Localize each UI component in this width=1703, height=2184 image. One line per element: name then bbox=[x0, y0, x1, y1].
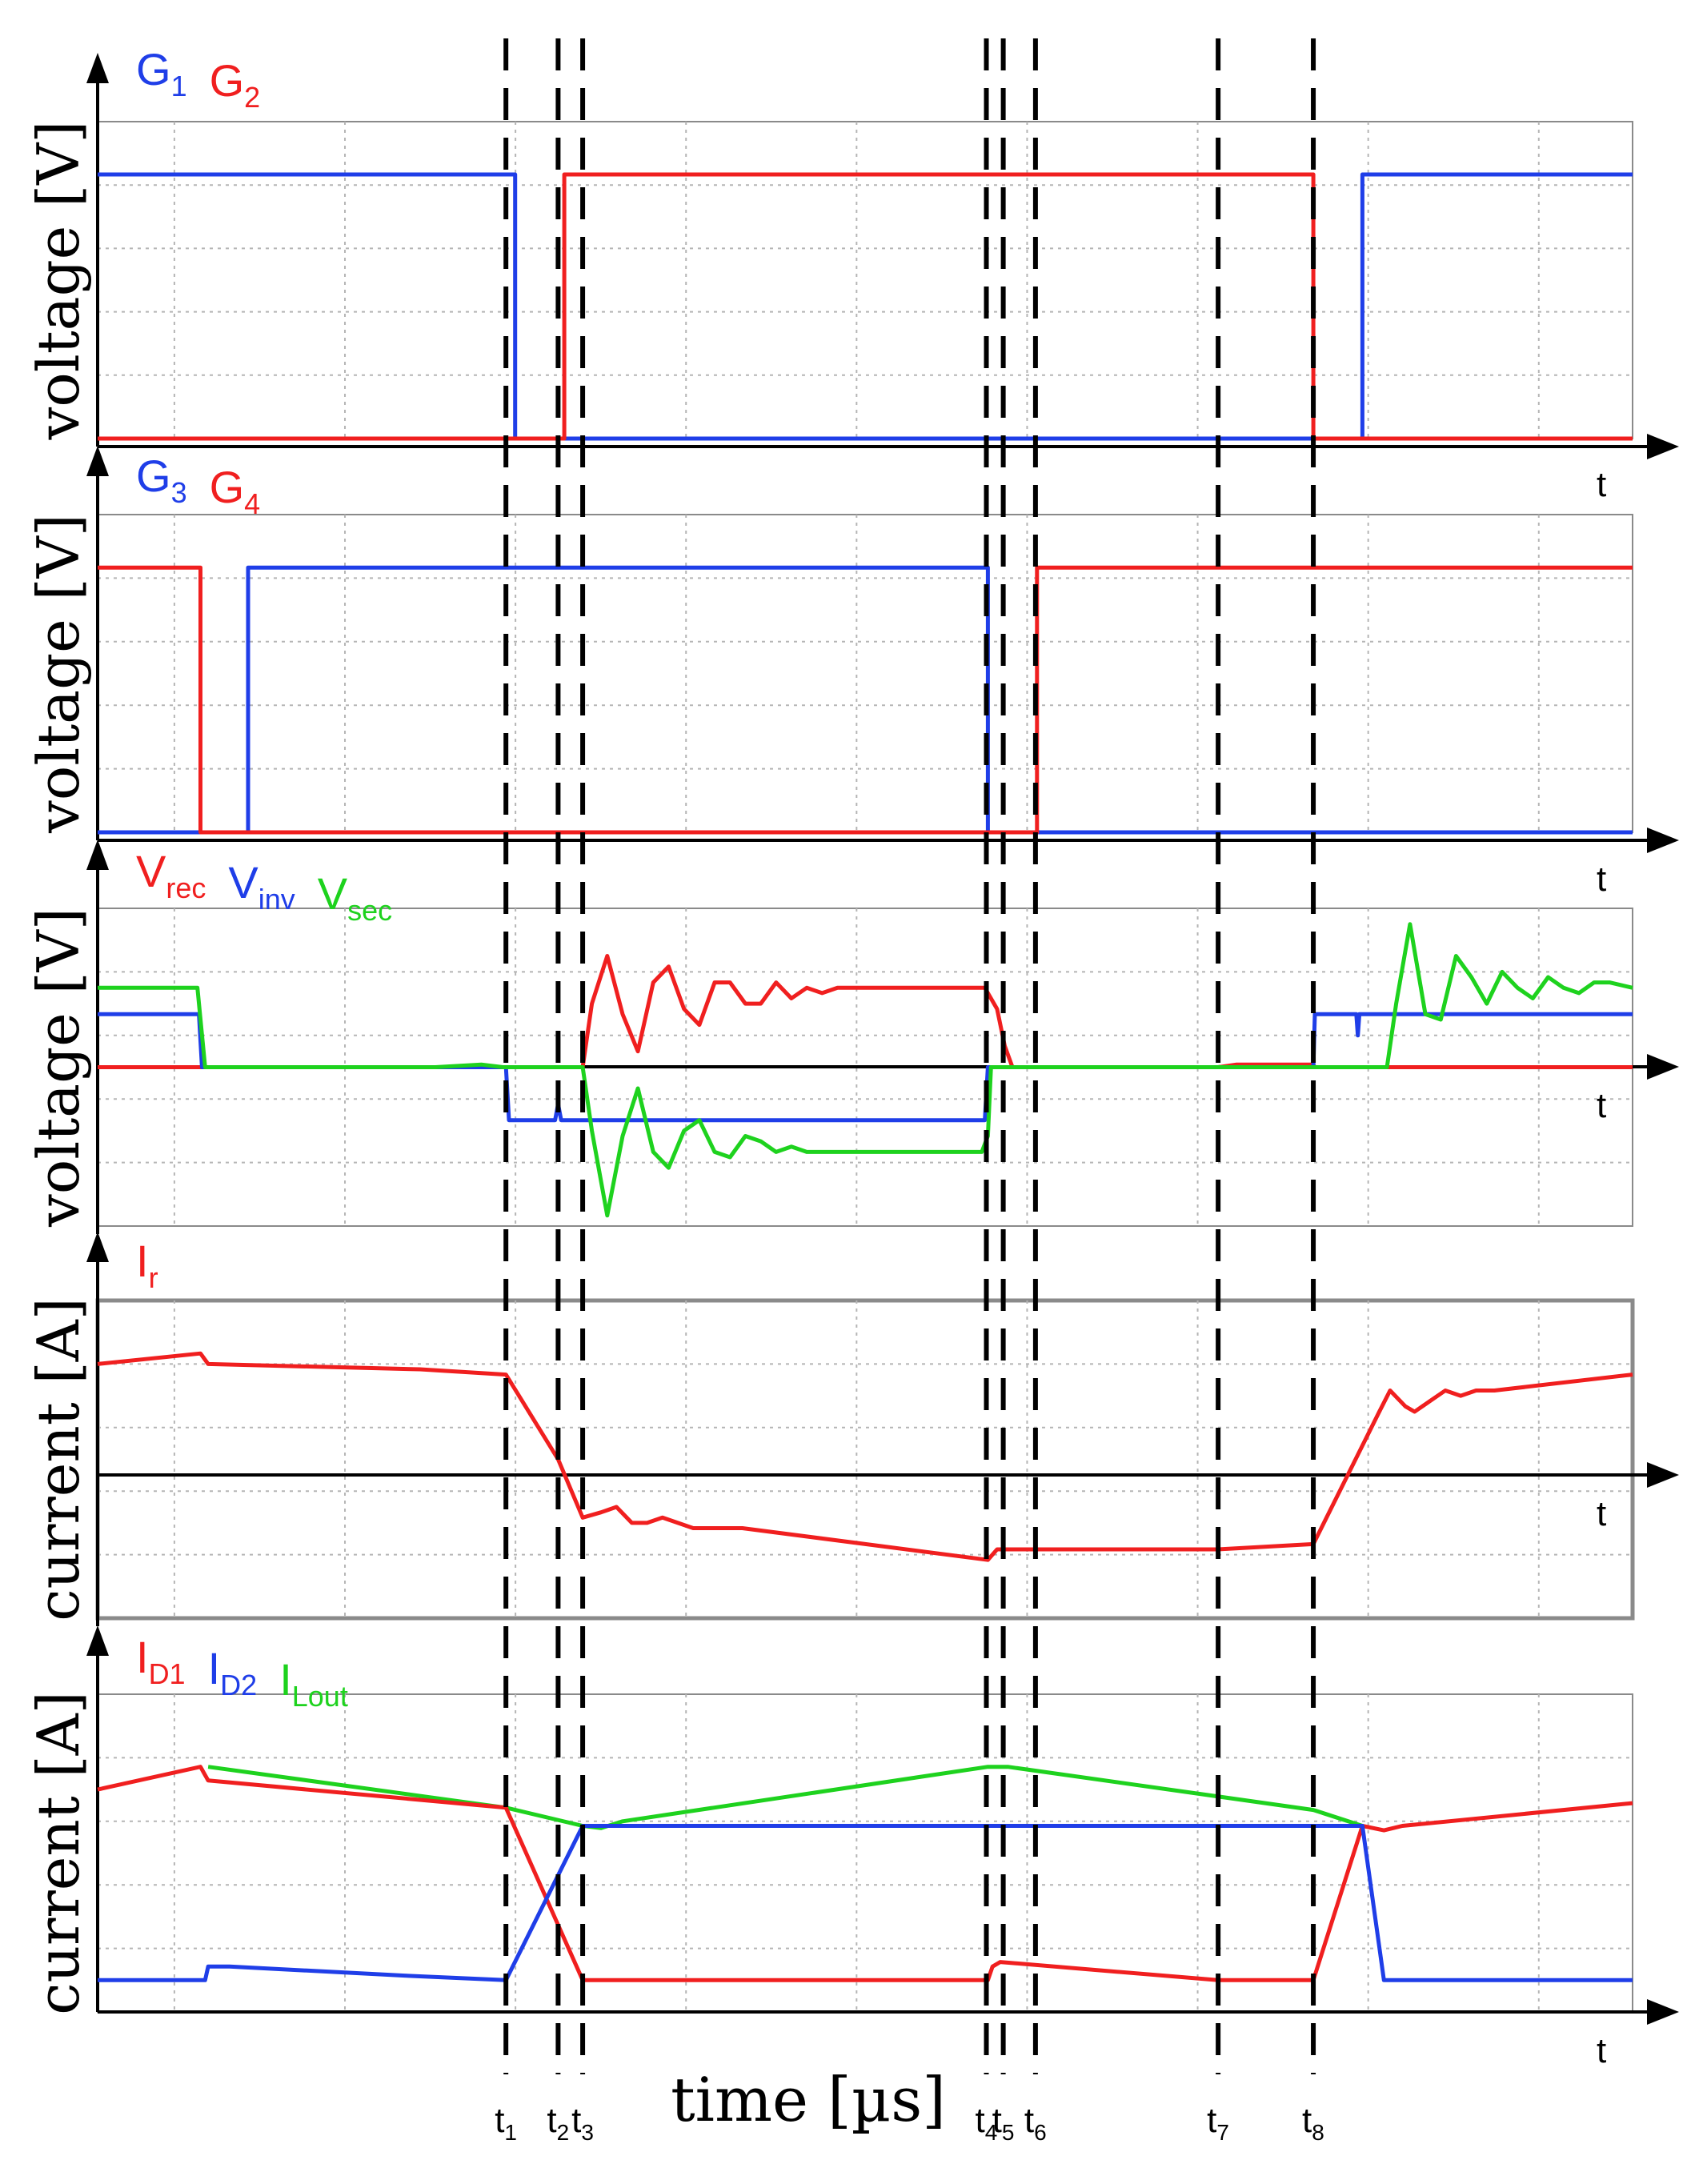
y-axis-label: voltage [V] bbox=[25, 514, 92, 834]
legend-entry-sub: D1 bbox=[149, 1657, 186, 1690]
series-line bbox=[98, 565, 1633, 835]
time-marker-label: t8 bbox=[1302, 2101, 1324, 2145]
panel-ir: t current [A] Ir bbox=[25, 1232, 1679, 1626]
y-axis-arrow bbox=[86, 53, 109, 83]
y-axis-arrow bbox=[86, 840, 109, 870]
legend-entry-sub: 1 bbox=[171, 70, 187, 102]
time-marker-label: t3 bbox=[571, 2101, 594, 2145]
legend: G1 G2 bbox=[136, 44, 260, 114]
legend-entry-sub: inv bbox=[258, 883, 295, 916]
legend-entry-sub: r bbox=[149, 1261, 158, 1294]
y-axis-label: voltage [V] bbox=[25, 121, 92, 441]
time-marker-label: t4 bbox=[976, 2101, 998, 2145]
legend-entry: V bbox=[136, 846, 166, 896]
legend-entry-sub: Lout bbox=[292, 1680, 348, 1713]
plot-frame bbox=[97, 1693, 1633, 2013]
series-line bbox=[98, 172, 1633, 441]
series-line bbox=[98, 565, 1633, 835]
legend-entry: G bbox=[136, 44, 171, 94]
y-axis-arrow bbox=[86, 1625, 109, 1656]
x-axis-arrow bbox=[1647, 1054, 1679, 1080]
x-axis-arrow bbox=[1647, 828, 1679, 853]
legend-entry: I bbox=[136, 1632, 149, 1682]
legend-entry-sub: 3 bbox=[171, 476, 187, 509]
time-marker-label: t7 bbox=[1207, 2101, 1229, 2145]
legend-entry-sub: sec bbox=[347, 894, 392, 927]
legend-entry-sub: 2 bbox=[244, 81, 260, 114]
legend: ID1 ID2 ILout bbox=[136, 1632, 348, 1713]
series-line bbox=[98, 1824, 1633, 1982]
x-axis-title: time [µs] bbox=[671, 2064, 946, 2135]
x-axis-arrow bbox=[1647, 1999, 1679, 2025]
grid bbox=[98, 122, 1633, 439]
plot-frame bbox=[97, 121, 1633, 439]
legend: G3 G4 bbox=[136, 451, 260, 520]
legend-entry: I bbox=[279, 1654, 292, 1705]
y-axis-label: voltage [V] bbox=[25, 908, 92, 1228]
legend-entry-sub: 4 bbox=[244, 487, 260, 520]
legend-entry: I bbox=[136, 1236, 149, 1286]
series-line bbox=[98, 172, 1633, 441]
y-axis-arrow bbox=[86, 1232, 109, 1262]
legend-entry: G bbox=[210, 462, 245, 512]
legend-entry: V bbox=[228, 857, 258, 908]
legend-entry-sub: rec bbox=[166, 872, 206, 904]
y-axis-label: current [A] bbox=[25, 1691, 92, 2015]
plot-frame bbox=[95, 1298, 1635, 1621]
series-line bbox=[207, 1765, 1364, 1830]
x-axis-label: t bbox=[1597, 1494, 1606, 1533]
x-axis-label: t bbox=[1597, 2031, 1606, 2070]
series-line bbox=[97, 1765, 1633, 1982]
x-axis-arrow bbox=[1647, 1462, 1679, 1488]
legend-entry: V bbox=[318, 868, 348, 919]
legend-entry: I bbox=[208, 1643, 221, 1693]
grid bbox=[98, 515, 1633, 832]
legend-entry: G bbox=[210, 55, 245, 106]
grid bbox=[98, 1300, 1633, 1618]
x-axis-arrow bbox=[1647, 434, 1679, 459]
y-axis-label: current [A] bbox=[25, 1297, 92, 1621]
legend: Ir bbox=[136, 1236, 158, 1294]
grid bbox=[98, 1694, 1633, 2012]
time-marker-label: t1 bbox=[495, 2101, 517, 2145]
legend: Vrec Vinv Vsec bbox=[136, 846, 392, 927]
x-axis-label: t bbox=[1597, 1086, 1606, 1125]
legend-entry: G bbox=[136, 451, 171, 501]
time-marker-label: t2 bbox=[547, 2101, 569, 2145]
time-marker-label: t5 bbox=[992, 2101, 1015, 2145]
y-axis-arrow bbox=[86, 446, 109, 476]
series-line bbox=[97, 1351, 1633, 1562]
series-line bbox=[98, 922, 1633, 1218]
time-marker-label: t6 bbox=[1024, 2101, 1047, 2145]
plot-frame bbox=[97, 514, 1633, 833]
grid bbox=[98, 908, 1633, 1226]
x-axis-label: t bbox=[1597, 465, 1606, 504]
legend-entry-sub: D2 bbox=[220, 1669, 257, 1701]
x-axis-label: t bbox=[1597, 860, 1606, 899]
